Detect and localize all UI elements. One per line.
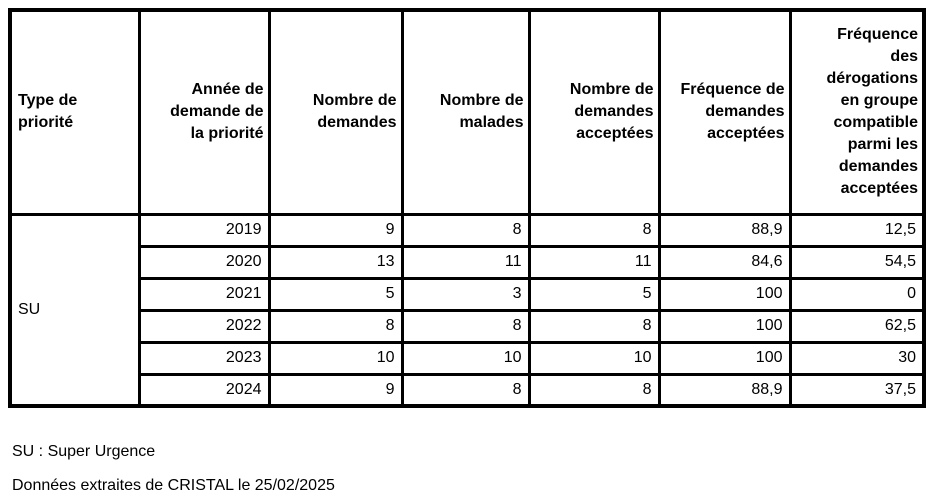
cell-annee: 2024 bbox=[137, 372, 271, 408]
table-body: SU 2019 9 8 8 88,9 12,5 2020 13 11 11 84,6 54,5 2021 5… bbox=[8, 212, 926, 408]
column-header-nombre-malades: Nombre de malades bbox=[400, 8, 531, 216]
cell-freq_acceptees: 100 bbox=[657, 308, 792, 344]
cell-freq_derogations: 62,5 bbox=[788, 308, 926, 344]
column-header-type-priorite: Type de priorité bbox=[8, 8, 141, 216]
cell-freq_acceptees: 100 bbox=[657, 340, 792, 376]
cell-annee: 2020 bbox=[137, 244, 271, 280]
cell-nb_acceptees: 10 bbox=[527, 340, 661, 376]
cell-nb_malades: 8 bbox=[400, 372, 531, 408]
table-row-2019: SU 2019 9 8 8 88,9 12,5 bbox=[8, 212, 926, 408]
cell-freq_acceptees: 88,9 bbox=[657, 212, 792, 248]
table-row-2023: 2023 10 10 10 100 30 bbox=[10, 340, 926, 376]
cell-nb_malades: 8 bbox=[400, 212, 531, 248]
priority-type-group-cell: SU bbox=[8, 212, 141, 408]
table-row-2024: 2024 9 8 8 88,9 37,5 bbox=[10, 372, 926, 408]
cell-freq_acceptees: 84,6 bbox=[657, 244, 792, 280]
cell-nb_malades: 8 bbox=[400, 308, 531, 344]
column-header-nombre-demandes: Nombre de demandes bbox=[267, 8, 404, 216]
table-row-2021: 2021 5 3 5 100 0 bbox=[10, 276, 926, 312]
cell-nb_acceptees: 8 bbox=[527, 212, 661, 248]
cell-nb_demandes: 9 bbox=[267, 212, 404, 248]
cell-freq_derogations: 0 bbox=[788, 276, 926, 312]
column-header-demandes-acceptees: Nombre de demandes acceptées bbox=[527, 8, 661, 216]
cell-nb_acceptees: 8 bbox=[527, 308, 661, 344]
cell-nb_malades: 3 bbox=[400, 276, 531, 312]
cell-annee: 2021 bbox=[137, 276, 271, 312]
column-header-frequence-derogations: Fréquence des dérogations en groupe comp… bbox=[788, 8, 926, 216]
cell-nb_acceptees: 8 bbox=[527, 372, 661, 408]
priority-requests-table: Type de priorité Année de demande de la … bbox=[8, 8, 926, 408]
table-row-2022: 2022 8 8 8 100 62,5 bbox=[10, 308, 926, 344]
cell-freq_derogations: 37,5 bbox=[788, 372, 926, 408]
footnotes: SU : Super Urgence Données extraites de … bbox=[12, 442, 335, 500]
cell-freq_derogations: 30 bbox=[788, 340, 926, 376]
cell-nb_demandes: 13 bbox=[267, 244, 404, 280]
cell-nb_malades: 10 bbox=[400, 340, 531, 376]
cell-freq_acceptees: 88,9 bbox=[657, 372, 792, 408]
cell-freq_derogations: 12,5 bbox=[788, 212, 926, 248]
column-header-annee-demande: Année de demande de la priorité bbox=[137, 8, 271, 216]
cell-nb_malades: 11 bbox=[400, 244, 531, 280]
cell-nb_demandes: 9 bbox=[267, 372, 404, 408]
cell-freq_derogations: 54,5 bbox=[788, 244, 926, 280]
cell-freq_acceptees: 100 bbox=[657, 276, 792, 312]
cell-nb_demandes: 10 bbox=[267, 340, 404, 376]
cell-annee: 2023 bbox=[137, 340, 271, 376]
table-header: Type de priorité Année de demande de la … bbox=[8, 8, 926, 216]
footnote-data-source: Données extraites de CRISTAL le 25/02/20… bbox=[12, 477, 335, 494]
cell-nb_acceptees: 11 bbox=[527, 244, 661, 280]
cell-annee: 2022 bbox=[137, 308, 271, 344]
cell-annee: 2019 bbox=[137, 212, 271, 248]
column-header-frequence-acceptees: Fréquence de demandes acceptées bbox=[657, 8, 792, 216]
cell-nb_demandes: 5 bbox=[267, 276, 404, 312]
footnote-su-definition: SU : Super Urgence bbox=[12, 443, 156, 460]
header-row: Type de priorité Année de demande de la … bbox=[8, 8, 926, 216]
table-row-2020: 2020 13 11 11 84,6 54,5 bbox=[10, 244, 926, 280]
cell-nb_acceptees: 5 bbox=[527, 276, 661, 312]
cell-nb_demandes: 8 bbox=[267, 308, 404, 344]
